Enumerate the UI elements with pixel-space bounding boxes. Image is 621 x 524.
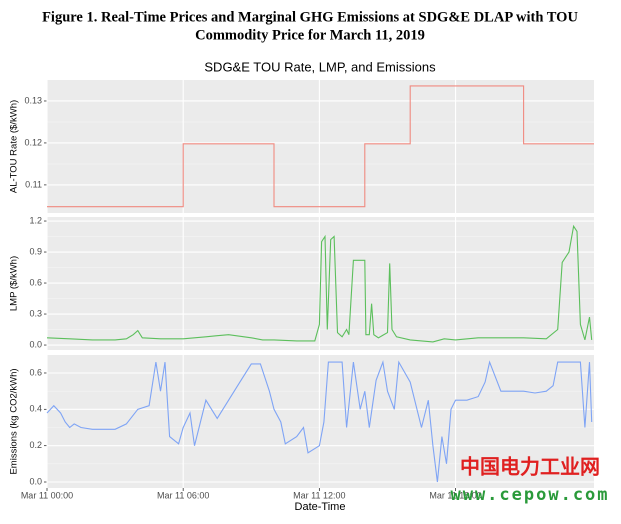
y-axis-label: AL-TOU Rate ($/kWh) [9, 100, 20, 193]
y-tick-label: 0.6 [29, 277, 42, 287]
plots: 0.11 0.12 0.13 AL-TOU Rate ($/kWh) 0.0 0.3 0.6… [9, 80, 594, 500]
y-tick-label: 0.0 [29, 339, 42, 349]
data-line [46, 224, 593, 343]
x-tick-label: Mar 11 18:00 [429, 490, 481, 500]
y-axis-label: LMP ($/kWh) [9, 256, 20, 311]
data-line [47, 85, 594, 208]
y-tick-label: 0.0 [29, 476, 42, 486]
panel-background [47, 355, 594, 488]
y-tick-label: 0.13 [24, 95, 42, 105]
y-tick-label: 0.12 [24, 137, 42, 147]
figure-caption: Figure 1. Real-Time Prices and Marginal … [42, 9, 578, 25]
y-tick-label: 0.3 [29, 308, 42, 318]
y-tick-label: 0.4 [29, 404, 42, 414]
x-axis-label: Date-Time [295, 501, 346, 513]
y-tick-label: 0.6 [29, 367, 42, 377]
y-tick-label: 0.2 [29, 440, 42, 450]
x-tick-label: Mar 11 00:00 [21, 490, 73, 500]
y-tick-label: 0.11 [25, 179, 42, 189]
panel-background [47, 80, 594, 213]
y-tick-label: 0.9 [29, 246, 42, 256]
data-line [46, 359, 593, 483]
chart-title: SDG&E TOU Rate, LMP, and Emissions [204, 59, 436, 74]
watermark-name: 中国电力工业网 [460, 455, 600, 479]
figure-caption: Commodity Price for March 11, 2019 [195, 27, 425, 43]
watermark-url: www.cepow.com [450, 485, 609, 505]
x-tick-label: Mar 11 06:00 [157, 490, 209, 500]
y-tick-label: 1.2 [29, 215, 42, 225]
x-tick-label: Mar 11 12:00 [293, 490, 345, 500]
y-axis-label: Emissions (kg CO2/kWh) [9, 368, 20, 474]
